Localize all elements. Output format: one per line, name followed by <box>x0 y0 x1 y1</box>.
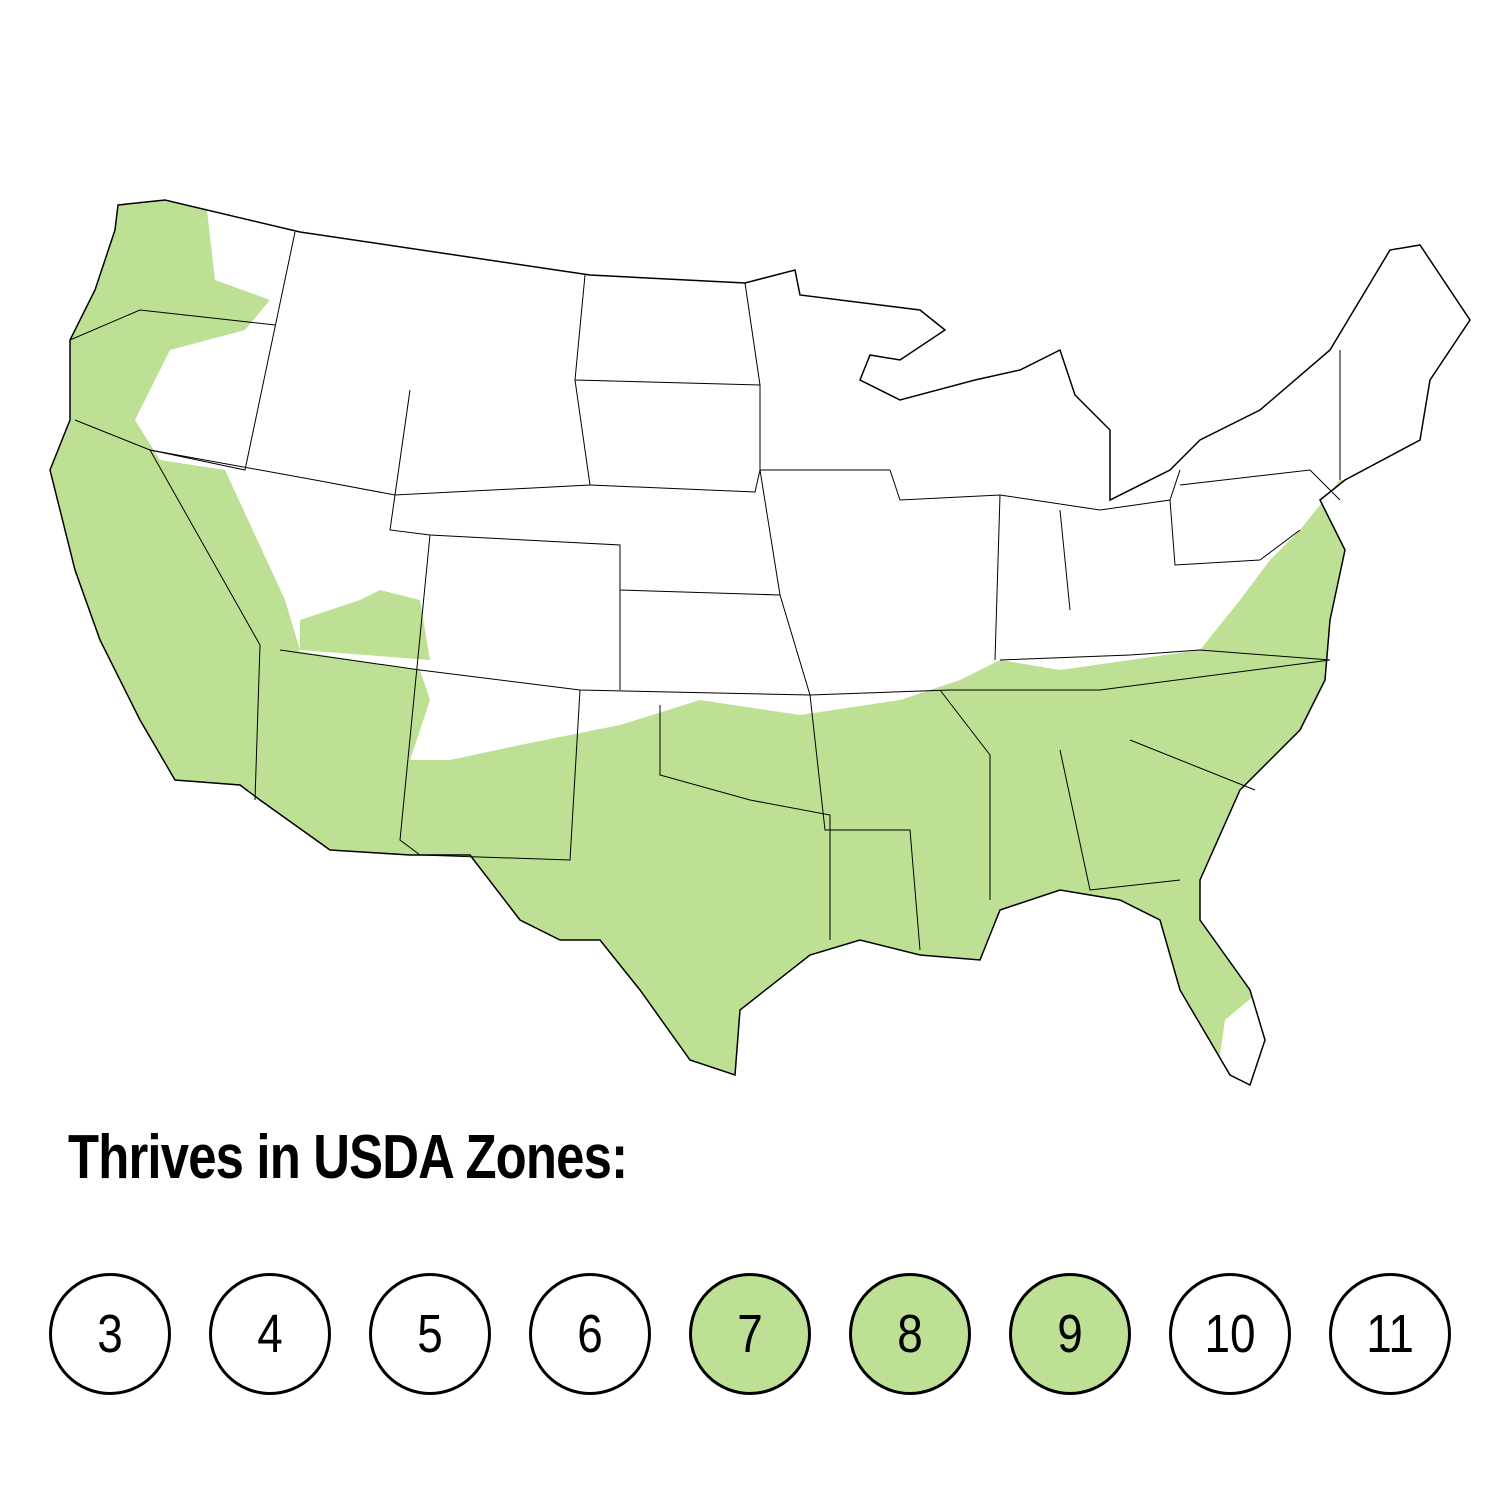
zone-badge-8: 8 <box>849 1273 971 1395</box>
zone-label: 7 <box>737 1304 763 1364</box>
zone-label: 10 <box>1204 1304 1256 1364</box>
zones-heading: Thrives in USDA Zones: <box>68 1123 628 1192</box>
zone-badge-11: 11 <box>1329 1273 1451 1395</box>
us-hardiness-map <box>49 199 1471 1087</box>
zone-badge-6: 6 <box>529 1273 651 1395</box>
zone-badge-7: 7 <box>689 1273 811 1395</box>
zone-badge-5: 5 <box>369 1273 491 1395</box>
zone-badge-4: 4 <box>209 1273 331 1395</box>
zone-label: 4 <box>257 1304 283 1364</box>
zone-label: 8 <box>897 1304 923 1364</box>
zone-label: 6 <box>577 1304 603 1364</box>
zone-label: 3 <box>97 1304 123 1364</box>
zone-label: 11 <box>1366 1304 1414 1364</box>
zone-badge-9: 9 <box>1009 1273 1131 1395</box>
zone-badge-3: 3 <box>49 1273 171 1395</box>
plateau-range <box>300 590 430 660</box>
zone-label: 9 <box>1057 1304 1083 1364</box>
us-outline <box>49 199 1471 1087</box>
zone-label: 5 <box>417 1304 443 1364</box>
state-borders <box>69 231 1341 951</box>
zone-badge-10: 10 <box>1169 1273 1291 1395</box>
